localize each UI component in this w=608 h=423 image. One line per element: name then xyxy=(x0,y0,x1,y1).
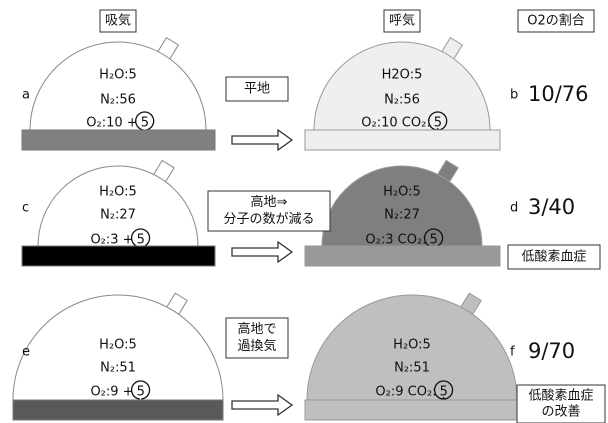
circled: 5 xyxy=(141,116,149,131)
circled: 5 xyxy=(440,385,448,400)
condition: 平地 xyxy=(244,82,270,97)
dome xyxy=(313,41,491,131)
n2: N₂:56 xyxy=(100,93,136,108)
header-box xyxy=(383,9,421,33)
hollow-arrow xyxy=(231,393,294,417)
base xyxy=(304,399,521,421)
base xyxy=(12,399,224,421)
h2o: H2O:5 xyxy=(382,68,423,83)
note-box xyxy=(516,384,606,423)
base xyxy=(21,245,216,267)
condition: 高地で xyxy=(237,321,276,337)
condition-box xyxy=(207,190,331,232)
row-label: f xyxy=(510,345,515,360)
condition-box xyxy=(225,317,289,359)
o2: O₂:10 CO₂: xyxy=(361,116,430,131)
dome xyxy=(37,165,199,247)
h2o: H₂O:5 xyxy=(383,185,421,200)
circled: 5 xyxy=(430,233,438,248)
header-box xyxy=(517,9,595,33)
h2o: H₂O:5 xyxy=(99,68,137,83)
base xyxy=(304,129,501,151)
ratio: 10/76 xyxy=(528,82,589,106)
dome xyxy=(321,165,483,247)
header: 吸気 xyxy=(105,13,131,29)
base xyxy=(21,129,216,151)
hollow-arrow xyxy=(231,128,294,152)
h2o: H₂O:5 xyxy=(393,338,431,353)
header: O2の割合 xyxy=(527,13,585,29)
row-label: c xyxy=(22,201,29,216)
dome xyxy=(29,41,207,131)
condition: 過換気 xyxy=(237,338,276,354)
condition-box xyxy=(225,76,289,102)
hollow-arrow xyxy=(231,240,294,264)
row-label: a xyxy=(22,88,30,103)
note: 低酸素血症 xyxy=(528,389,593,404)
o2: O₂:10 + xyxy=(86,116,137,131)
condition: 分子の数が減る xyxy=(223,211,314,227)
row-label: e xyxy=(22,345,30,360)
condition: 高地⇒ xyxy=(251,194,288,210)
h2o: H₂O:5 xyxy=(99,338,137,353)
o2: O₂:9 CO₂: xyxy=(375,385,436,400)
base xyxy=(304,245,501,267)
n2: N₂:51 xyxy=(100,361,136,376)
n2: N₂:27 xyxy=(384,208,420,223)
circled: 5 xyxy=(137,385,145,400)
header: 呼気 xyxy=(389,13,415,29)
n2: N₂:27 xyxy=(100,208,136,223)
ratio: 3/40 xyxy=(528,195,575,219)
header-box xyxy=(99,9,137,33)
ratio: 9/70 xyxy=(528,339,575,363)
dome xyxy=(306,294,518,401)
n2: N₂:56 xyxy=(384,93,420,108)
circled: 5 xyxy=(434,116,442,131)
note-box xyxy=(507,244,601,270)
note: の改善 xyxy=(541,404,580,420)
row-label: b xyxy=(510,88,518,103)
row-label: d xyxy=(510,201,518,216)
h2o: H₂O:5 xyxy=(99,185,137,200)
o2: O₂:9 + xyxy=(90,385,133,400)
circled: 5 xyxy=(137,233,145,248)
note: 低酸素血症 xyxy=(521,250,586,265)
o2: O₂:3 + xyxy=(90,233,133,248)
n2: N₂:51 xyxy=(394,361,430,376)
dome xyxy=(12,294,224,401)
o2: O₂:3 CO₂: xyxy=(365,233,426,248)
